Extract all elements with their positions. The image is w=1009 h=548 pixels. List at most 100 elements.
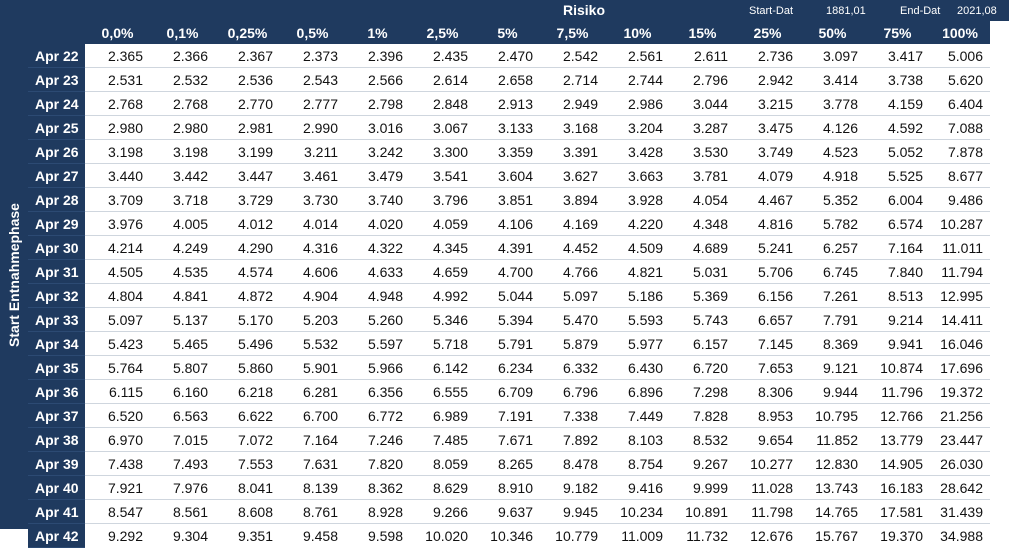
table-cell[interactable]: 9.941	[865, 331, 930, 356]
table-cell[interactable]: 10.795	[800, 403, 865, 428]
table-cell[interactable]: 16.183	[865, 475, 930, 500]
table-cell[interactable]: 6.160	[150, 379, 215, 404]
table-cell[interactable]: 7.191	[475, 403, 540, 428]
table-cell[interactable]: 12.676	[750, 527, 793, 544]
table-cell[interactable]: 4.804	[85, 283, 150, 308]
table-cell[interactable]: 7.338	[540, 403, 605, 428]
column-header[interactable]: 25%	[735, 21, 800, 44]
table-cell[interactable]: 2.768	[150, 91, 215, 116]
table-cell[interactable]: 26.030	[930, 451, 990, 476]
table-cell[interactable]: 11.798	[735, 499, 800, 524]
table-cell[interactable]: 3.479	[345, 163, 410, 188]
table-cell[interactable]: 4.816	[735, 211, 800, 236]
table-cell[interactable]: 5.006	[930, 44, 990, 68]
table-cell[interactable]: 3.044	[670, 91, 735, 116]
table-cell[interactable]: 3.541	[410, 163, 475, 188]
table-cell[interactable]: 5.031	[670, 259, 735, 284]
table-cell[interactable]: 6.356	[345, 379, 410, 404]
table-cell[interactable]: 5.791	[475, 331, 540, 356]
column-header[interactable]: 50%	[800, 21, 865, 44]
row-header[interactable]: Apr 36	[28, 379, 85, 404]
table-cell[interactable]: 11.011	[930, 235, 990, 260]
column-header[interactable]: 0,1%	[150, 21, 215, 44]
table-cell[interactable]: 5.052	[865, 139, 930, 164]
table-cell[interactable]: 8.561	[150, 499, 215, 524]
table-cell[interactable]: 4.904	[280, 283, 345, 308]
table-cell[interactable]: 6.404	[930, 91, 990, 116]
table-cell[interactable]: 3.475	[735, 115, 800, 140]
table-cell[interactable]: 7.828	[670, 403, 735, 428]
table-cell[interactable]: 11.794	[930, 259, 990, 284]
row-header[interactable]: Apr 25	[28, 115, 85, 140]
table-cell[interactable]: 3.198	[85, 139, 150, 164]
table-cell[interactable]: 7.246	[345, 427, 410, 452]
table-cell[interactable]: 6.720	[670, 355, 735, 380]
table-cell[interactable]: 4.012	[215, 211, 280, 236]
table-cell[interactable]: 11.732	[686, 527, 728, 544]
table-cell[interactable]: 4.059	[410, 211, 475, 236]
table-cell[interactable]: 2.986	[605, 91, 670, 116]
table-cell[interactable]: 4.918	[800, 163, 865, 188]
table-cell[interactable]: 9.182	[540, 475, 605, 500]
table-cell[interactable]: 3.198	[150, 139, 215, 164]
table-cell[interactable]: 3.749	[735, 139, 800, 164]
table-cell[interactable]: 2.373	[280, 44, 345, 68]
table-cell[interactable]: 10.277	[735, 451, 800, 476]
table-cell[interactable]: 4.700	[475, 259, 540, 284]
table-cell[interactable]: 4.872	[215, 283, 280, 308]
table-cell[interactable]: 4.345	[410, 235, 475, 260]
table-cell[interactable]: 7.072	[215, 427, 280, 452]
table-cell[interactable]: 3.417	[865, 44, 930, 68]
table-cell[interactable]: 3.530	[670, 139, 735, 164]
table-cell[interactable]: 2.614	[410, 67, 475, 92]
table-cell[interactable]: 6.156	[735, 283, 800, 308]
table-cell[interactable]: 2.768	[85, 91, 150, 116]
table-cell[interactable]: 6.970	[85, 427, 150, 452]
table-cell[interactable]: 4.992	[410, 283, 475, 308]
start-date-value[interactable]: 1881,01	[826, 5, 866, 17]
column-header[interactable]: 100%	[930, 21, 990, 44]
table-cell[interactable]: 4.948	[345, 283, 410, 308]
table-cell[interactable]: 3.428	[605, 139, 670, 164]
table-cell[interactable]: 4.659	[410, 259, 475, 284]
table-cell[interactable]: 4.841	[150, 283, 215, 308]
end-date-value[interactable]: 2021,08	[957, 5, 997, 17]
table-cell[interactable]: 5.597	[345, 331, 410, 356]
table-cell[interactable]: 2.542	[540, 44, 605, 68]
table-cell[interactable]: 8.059	[410, 451, 475, 476]
table-cell[interactable]: 6.332	[540, 355, 605, 380]
table-cell[interactable]: 5.743	[670, 307, 735, 332]
table-cell[interactable]: 7.088	[930, 115, 990, 140]
table-cell[interactable]: 23.447	[930, 427, 990, 452]
table-cell[interactable]: 2.714	[540, 67, 605, 92]
table-cell[interactable]: 2.536	[215, 67, 280, 92]
table-cell[interactable]: 14.411	[930, 307, 990, 332]
table-cell[interactable]: 6.657	[735, 307, 800, 332]
table-cell[interactable]: 4.821	[605, 259, 670, 284]
table-cell[interactable]: 6.772	[345, 403, 410, 428]
table-cell[interactable]: 4.014	[280, 211, 345, 236]
row-header[interactable]: Apr 41	[28, 499, 85, 524]
table-cell[interactable]: 3.016	[345, 115, 410, 140]
table-cell[interactable]: 5.137	[150, 307, 215, 332]
row-header[interactable]: Apr 35	[28, 355, 85, 380]
table-cell[interactable]: 6.281	[280, 379, 345, 404]
table-cell[interactable]: 2.531	[85, 67, 150, 92]
table-cell[interactable]: 19.370	[880, 527, 923, 544]
table-cell[interactable]: 7.878	[930, 139, 990, 164]
table-cell[interactable]: 9.598	[367, 527, 403, 544]
table-cell[interactable]: 2.848	[410, 91, 475, 116]
table-cell[interactable]: 4.290	[215, 235, 280, 260]
table-cell[interactable]: 9.416	[605, 475, 670, 500]
table-cell[interactable]: 2.736	[735, 44, 800, 68]
table-cell[interactable]: 5.346	[410, 307, 475, 332]
table-cell[interactable]: 14.765	[800, 499, 865, 524]
table-cell[interactable]: 4.214	[85, 235, 150, 260]
column-header[interactable]: 7,5%	[540, 21, 605, 44]
table-cell[interactable]: 7.145	[735, 331, 800, 356]
table-cell[interactable]: 5.525	[865, 163, 930, 188]
table-cell[interactable]: 9.458	[302, 527, 338, 544]
table-cell[interactable]: 6.574	[865, 211, 930, 236]
table-cell[interactable]: 7.553	[215, 451, 280, 476]
table-cell[interactable]: 15.767	[815, 527, 858, 544]
